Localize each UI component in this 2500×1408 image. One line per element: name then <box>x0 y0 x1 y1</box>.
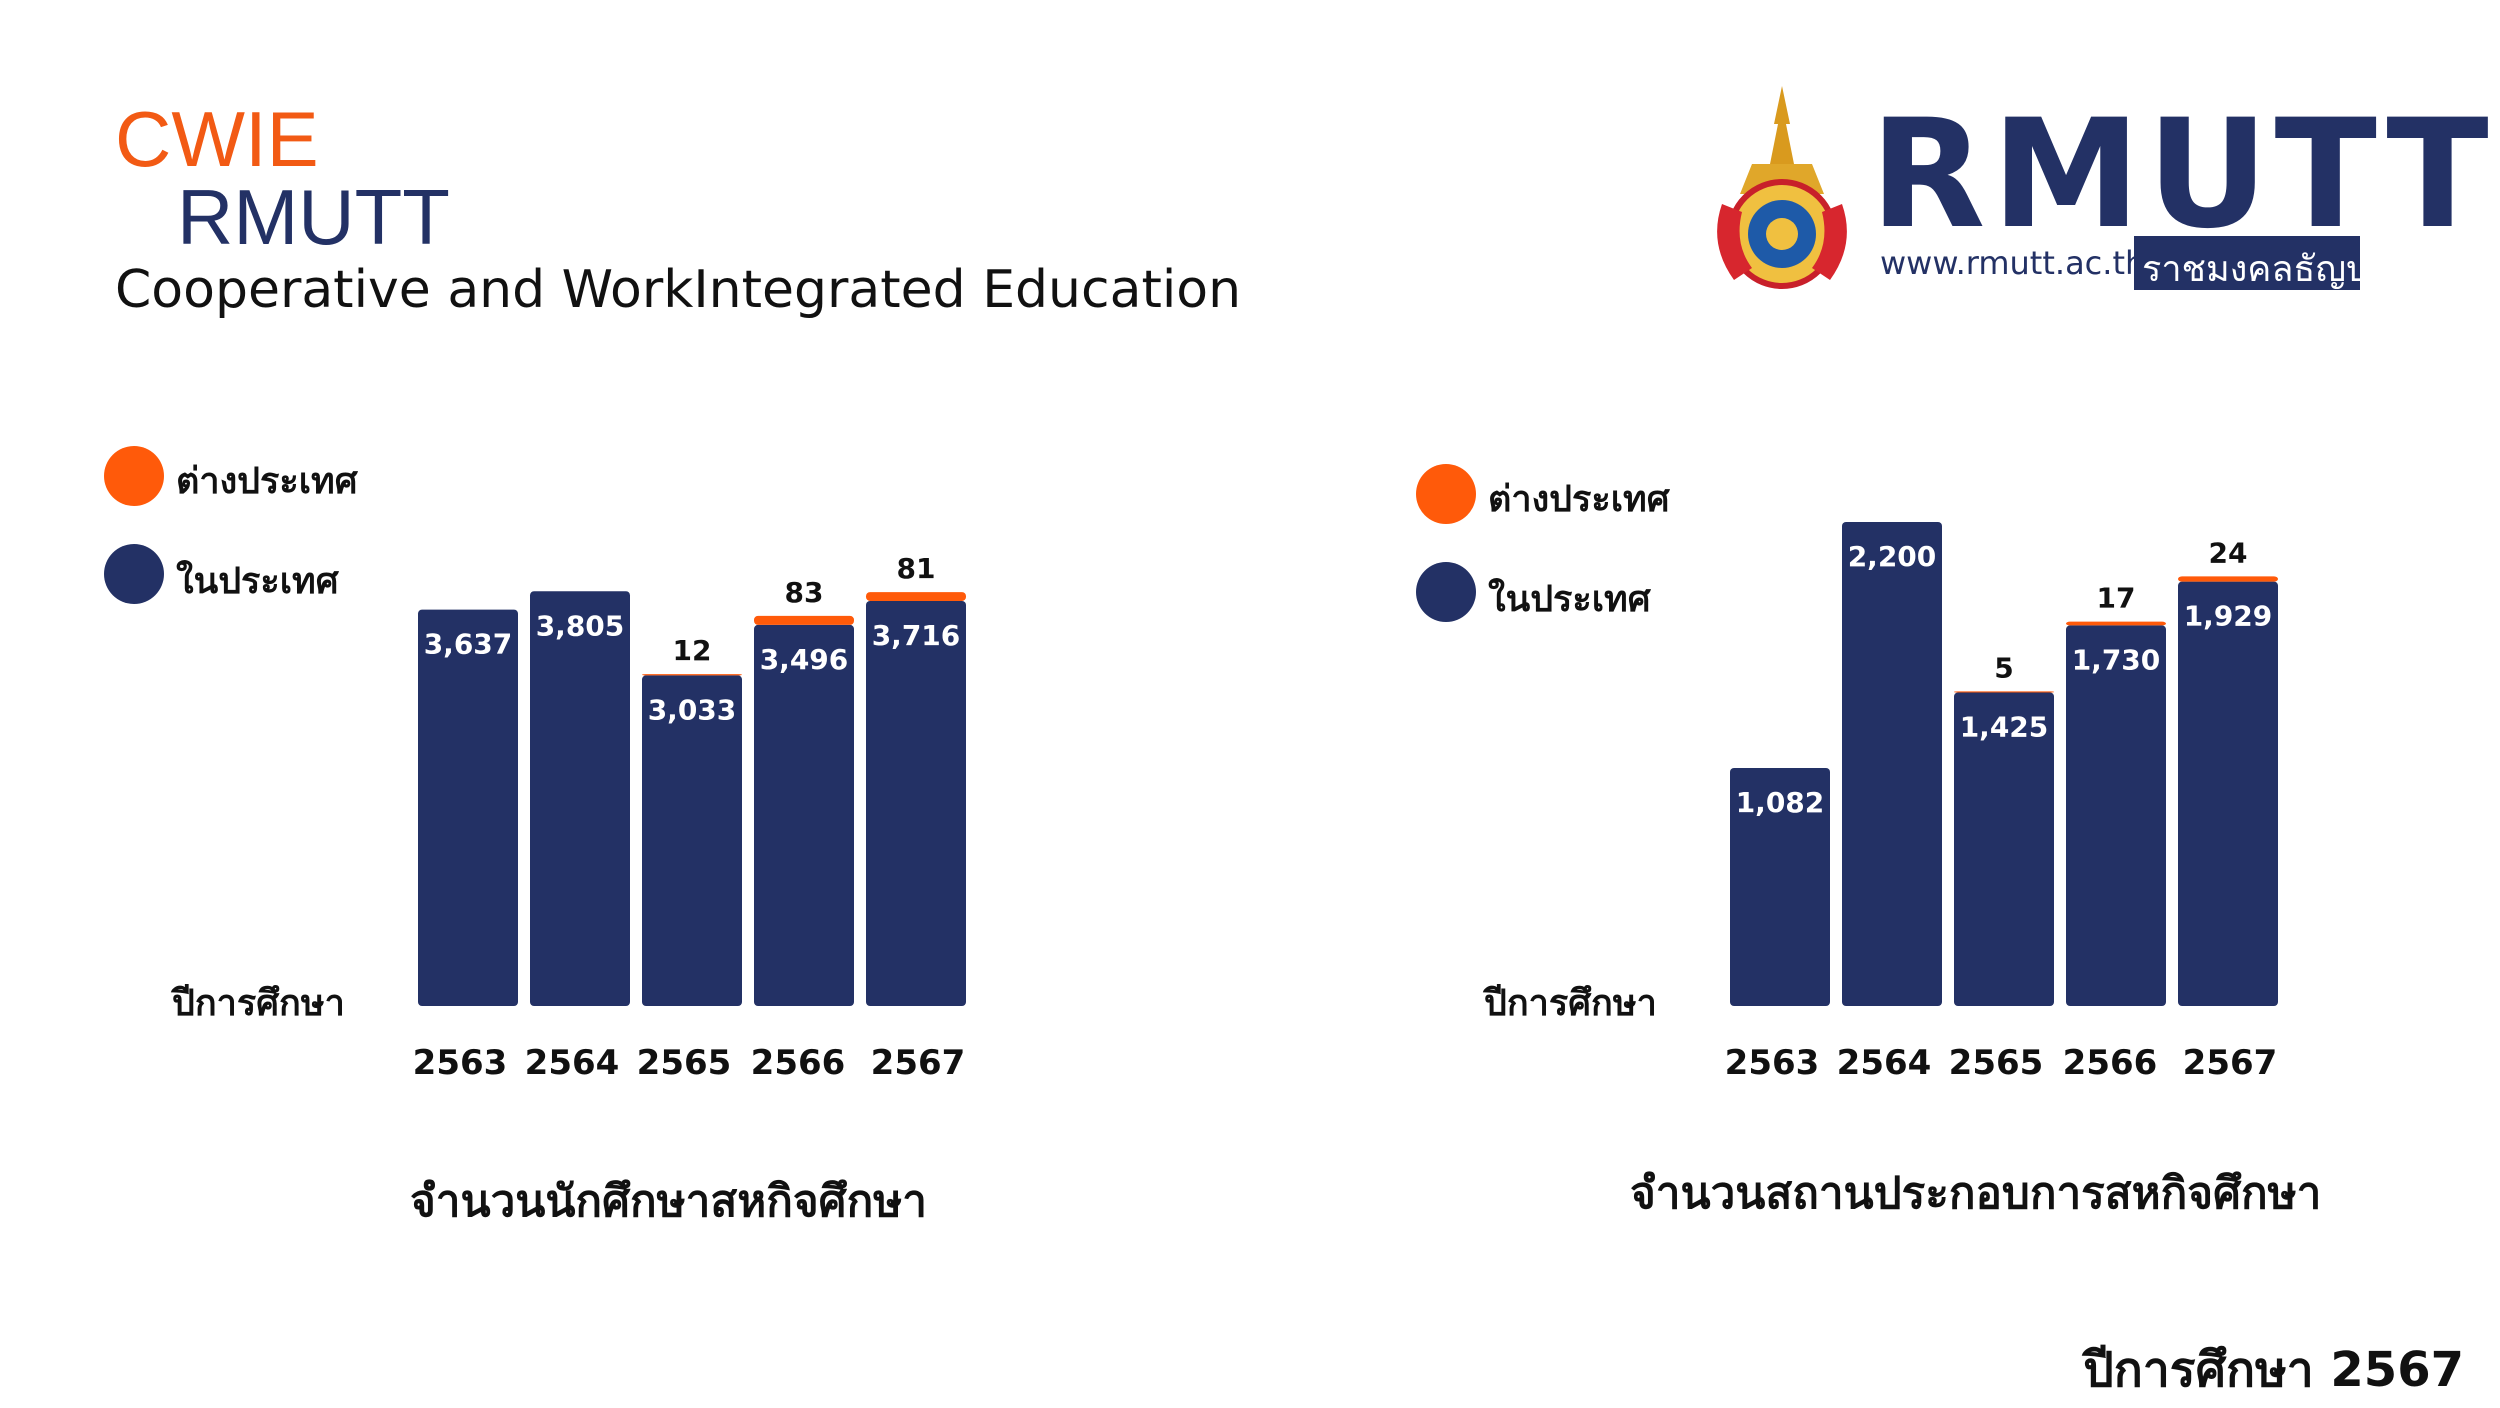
chart-title: จำนวนนักศึกษาสหกิจศึกษา <box>410 1176 927 1227</box>
brand-rmutt: RMUTT <box>177 173 450 261</box>
bar-foreign <box>2178 576 2278 582</box>
bar-domestic <box>754 624 854 1006</box>
bar-domestic <box>1730 767 1830 1006</box>
brand-cwie: CWIE <box>115 95 319 183</box>
x-tick-label: 2567 <box>2183 1043 2278 1083</box>
x-tick-label: 2563 <box>1725 1043 1820 1083</box>
data-label-domestic: 3,805 <box>536 609 625 642</box>
bar-domestic <box>1842 522 1942 1006</box>
x-axis-title: ปีการศึกษา <box>1484 983 1657 1024</box>
brand-subtitle: Cooperative and WorkIntegrated Education <box>115 260 1242 320</box>
university-seal-icon <box>1717 86 1847 289</box>
x-tick-label: 2564 <box>1837 1043 1932 1083</box>
x-axis-title: ปีการศึกษา <box>172 983 345 1024</box>
data-label-domestic: 1,730 <box>2072 643 2161 676</box>
data-label-domestic: 3,716 <box>872 619 961 652</box>
legend-foreign-dot <box>1416 464 1476 524</box>
bar-domestic <box>2178 581 2278 1006</box>
legend-domestic-dot <box>1416 562 1476 622</box>
x-tick-label: 2565 <box>1949 1043 2044 1083</box>
legend-foreign-label: ต่างประเทศ <box>1488 479 1670 520</box>
bar-domestic <box>642 675 742 1006</box>
x-tick-label: 2566 <box>751 1043 846 1083</box>
logo-url: www.rmutt.ac.th <box>1880 244 2146 282</box>
x-tick-label: 2567 <box>871 1043 966 1083</box>
logo-thai-name: ราชมงคลธัญบุรี <box>2142 249 2389 290</box>
bar-foreign <box>866 592 966 601</box>
footer-year-label: ปีการศึกษา 2567 <box>2083 1342 2464 1398</box>
data-label-domestic: 3,033 <box>648 693 737 726</box>
bar-domestic <box>866 600 966 1006</box>
bar-domestic <box>1954 692 2054 1006</box>
x-tick-label: 2564 <box>525 1043 620 1083</box>
bar-foreign <box>1954 691 2054 693</box>
data-label-domestic: 1,929 <box>2184 600 2273 633</box>
logo-wordmark: RMUTT <box>1870 88 2495 262</box>
data-label-foreign: 5 <box>1994 651 2013 684</box>
data-label-foreign: 83 <box>785 576 824 609</box>
bar-foreign <box>642 674 742 676</box>
chart-title: จำนวนสถานประกอบการสหกิจศึกษา <box>1630 1168 2322 1219</box>
bar-domestic <box>530 591 630 1006</box>
data-label-domestic: 2,200 <box>1848 540 1937 573</box>
x-tick-label: 2563 <box>413 1043 508 1083</box>
data-label-domestic: 1,425 <box>1960 711 2049 744</box>
legend-foreign-label: ต่างประเทศ <box>176 461 358 502</box>
legend-domestic-label: ในประเทศ <box>1488 579 1651 620</box>
legend-domestic-dot <box>104 544 164 604</box>
logo-thai-box <box>2134 236 2360 290</box>
data-label-domestic: 1,082 <box>1736 786 1825 819</box>
data-label-foreign: 17 <box>2097 582 2136 615</box>
bar-domestic <box>418 609 518 1006</box>
data-label-foreign: 81 <box>897 552 936 585</box>
legend-domestic-label: ในประเทศ <box>176 561 339 602</box>
bar-domestic <box>2066 625 2166 1006</box>
bar-foreign <box>2066 621 2166 626</box>
data-label-domestic: 3,637 <box>424 628 513 661</box>
x-tick-label: 2566 <box>2063 1043 2158 1083</box>
legend-foreign-dot <box>104 446 164 506</box>
data-label-domestic: 3,496 <box>760 643 849 676</box>
x-tick-label: 2565 <box>637 1043 732 1083</box>
data-label-foreign: 12 <box>673 634 712 667</box>
bar-foreign <box>754 615 854 625</box>
data-label-foreign: 24 <box>2209 536 2248 569</box>
